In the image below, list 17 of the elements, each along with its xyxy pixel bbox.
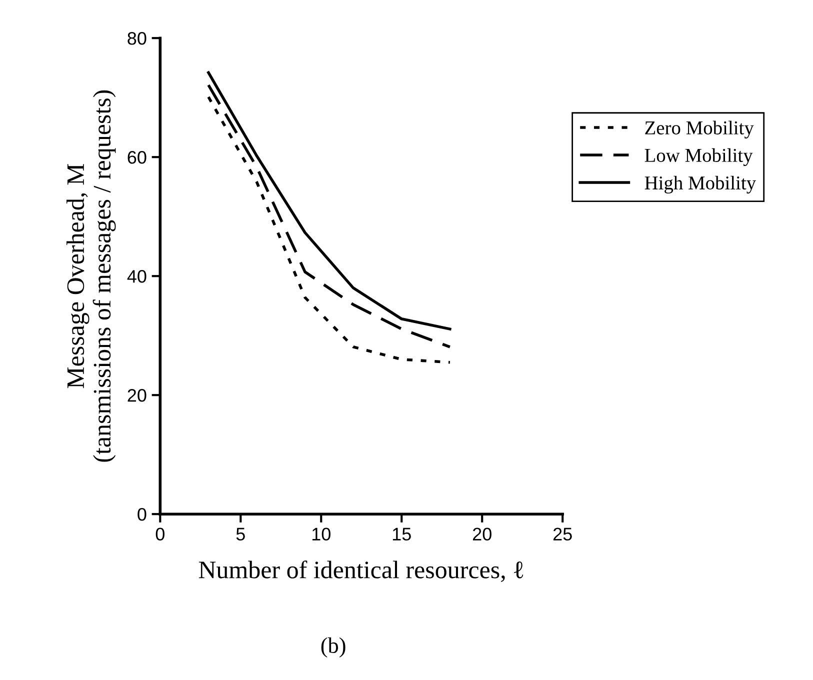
legend-label: High Mobility bbox=[644, 176, 756, 194]
legend-label: Low Mobility bbox=[644, 148, 753, 166]
x-tick-label: 5 bbox=[236, 528, 245, 541]
x-tick-label: 20 bbox=[472, 528, 492, 541]
legend-label: Zero Mobility bbox=[645, 120, 754, 138]
text: (b) bbox=[321, 637, 346, 658]
x-tick-label: 25 bbox=[553, 528, 572, 541]
y-axis-title: Message Overhead, M (tansmissions of messages / requests) bbox=[66, 90, 116, 462]
y-tick-label: 80 bbox=[128, 32, 146, 45]
y-tick-label: 60 bbox=[128, 151, 146, 164]
y-tick-label: 20 bbox=[128, 389, 146, 402]
x-tick-label: 0 bbox=[156, 528, 164, 541]
x-axis-title: Number of identical resources, ℓ bbox=[198, 560, 524, 582]
y-tick-label: 40 bbox=[127, 270, 146, 283]
y-tick-label: 0 bbox=[138, 508, 146, 521]
x-tick-label: 10 bbox=[312, 528, 330, 541]
x-tick-label: 15 bbox=[392, 528, 411, 541]
